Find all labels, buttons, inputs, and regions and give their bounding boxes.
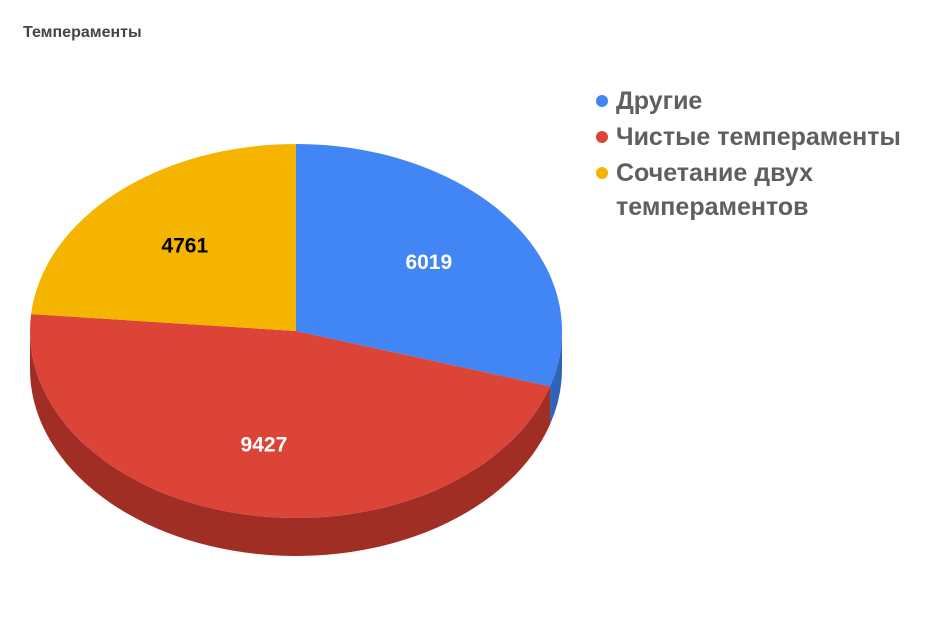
pie-slices: [29, 144, 562, 518]
legend-label-other: Другие: [616, 87, 703, 115]
legend-label-pure: Чистые темпераменты: [616, 123, 901, 151]
pie-slice-pure: [29, 314, 551, 518]
slice-value-pure: 9427: [241, 434, 288, 457]
legend-label-combo: Сочетание двух темпераментов: [616, 159, 813, 221]
legend: Другие Чистые темпераменты Сочетание дву…: [596, 84, 931, 226]
slice-value-other: 6019: [405, 251, 452, 274]
pie-side-other: [550, 331, 562, 425]
pie-side-pure: [30, 331, 551, 556]
legend-item-other: Другие: [596, 84, 931, 118]
legend-item-combo: Сочетание двух темпераментов: [596, 156, 931, 224]
slice-value-combo: 4761: [161, 234, 208, 257]
legend-dot-combo: [596, 167, 608, 179]
legend-dot-pure: [596, 131, 608, 143]
pie-slice-combo: [31, 144, 296, 331]
pie-sides: [30, 331, 562, 556]
legend-item-pure: Чистые темпераменты: [596, 120, 931, 154]
legend-dot-other: [596, 95, 608, 107]
pie-labels: 6019 9427 4761: [161, 234, 452, 456]
pie-slice-other: [296, 144, 562, 387]
chart-title: Темпераменты: [23, 24, 142, 41]
